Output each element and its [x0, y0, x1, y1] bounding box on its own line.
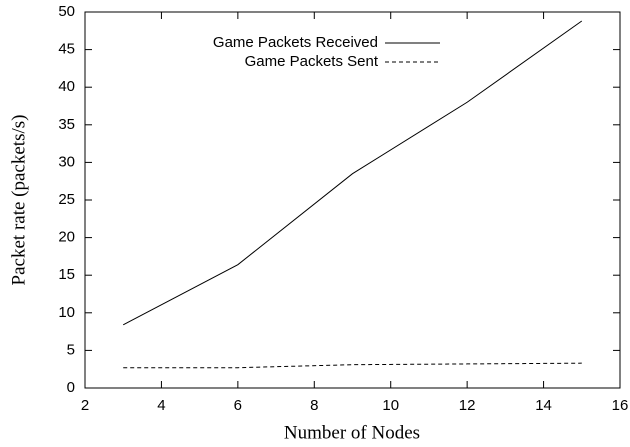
y-tick-label: 20 [58, 229, 75, 246]
y-tick-label: 35 [58, 116, 75, 133]
y-tick-label: 10 [58, 304, 75, 321]
x-tick-label: 8 [310, 397, 318, 414]
y-tick-label: 40 [58, 78, 75, 95]
x-tick-label: 2 [81, 397, 89, 414]
x-tick-label: 4 [157, 397, 165, 414]
series-line [123, 362, 582, 369]
y-tick-label: 15 [58, 266, 75, 283]
y-tick-label: 25 [58, 191, 75, 208]
x-tick-label: 14 [535, 397, 552, 414]
x-tick-label: 12 [459, 397, 476, 414]
y-tick-label: 5 [67, 341, 75, 358]
legend-label: Game Packets Sent [245, 53, 379, 70]
y-tick-label: 30 [58, 153, 75, 170]
x-tick-label: 16 [612, 397, 629, 414]
y-tick-label: 50 [58, 3, 75, 20]
y-tick-label: 0 [67, 379, 75, 396]
x-tick-label: 6 [234, 397, 242, 414]
y-tick-label: 45 [58, 41, 75, 58]
legend-label: Game Packets Received [213, 34, 378, 51]
y-axis-label: Packet rate (packets/s) [8, 115, 29, 286]
x-tick-label: 10 [382, 397, 399, 414]
series-line [122, 20, 583, 326]
x-axis-label: Number of Nodes [284, 422, 420, 443]
